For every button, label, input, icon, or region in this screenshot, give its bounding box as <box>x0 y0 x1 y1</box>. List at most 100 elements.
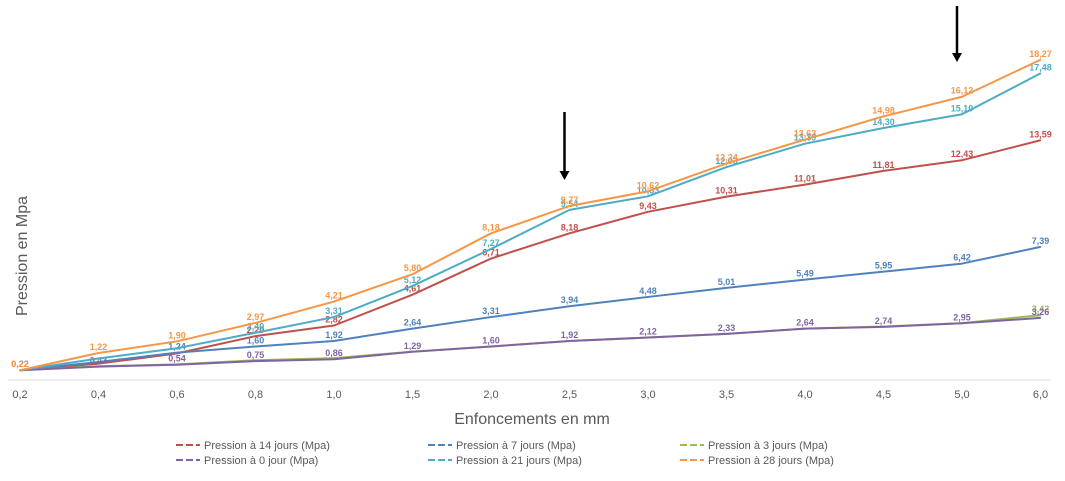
data-label: 2,20 <box>247 325 265 335</box>
legend: Pression à 14 jours (Mpa) Pression à 7 jo… <box>176 440 834 467</box>
data-point <box>568 305 571 308</box>
data-point <box>882 170 885 172</box>
data-label: 10,62 <box>637 180 660 190</box>
data-label: 9,43 <box>639 201 657 211</box>
data-label: 3,31 <box>482 306 500 316</box>
x-tick-label: 1,5 <box>405 389 420 401</box>
data-label: 9,77 <box>561 195 579 205</box>
data-point <box>568 209 571 211</box>
x-axis-title: Enfoncements en mm <box>454 411 610 428</box>
data-point <box>490 316 492 318</box>
x-tick-label: 2,5 <box>562 389 577 401</box>
data-point <box>882 326 885 328</box>
data-label: 0,43 <box>90 356 108 366</box>
data-label: 5,95 <box>875 261 893 271</box>
data-label: 1,24 <box>168 342 186 352</box>
data-label: 2,12 <box>639 327 657 337</box>
x-tick-label: 3,5 <box>719 389 734 401</box>
data-point <box>333 324 335 327</box>
legend-label: Pression à 3 jours (Mpa) <box>708 440 828 452</box>
data-label: 6,42 <box>953 253 971 263</box>
data-point <box>1039 317 1042 319</box>
data-label: 1,60 <box>247 335 265 345</box>
data-label: 2,95 <box>953 312 971 322</box>
data-point <box>490 248 492 250</box>
series-group: 1,24 1,60 1,92 2,64 3,31 3,94 4,48 5,01 5,49 5,95… <box>19 236 1049 372</box>
legend-label: Pression à 7 jours (Mpa) <box>456 440 576 452</box>
data-point <box>961 95 963 98</box>
legend-item: Pression à 14 jours (Mpa) <box>176 440 330 452</box>
data-label: 0,75 <box>247 350 265 360</box>
data-point <box>804 183 806 186</box>
data-point <box>647 296 649 298</box>
data-point <box>647 195 649 198</box>
data-point <box>254 345 257 348</box>
data-point <box>961 113 963 116</box>
series-group: 0,22 1,22 1,90 2,97 4,21 5,80 8,18 9,77 10,62 12,… <box>11 49 1052 372</box>
legend-item: Pression à 3 jours (Mpa) <box>680 440 828 452</box>
arrow-head <box>952 53 962 62</box>
data-label: 1,92 <box>561 330 579 340</box>
data-point <box>804 138 806 141</box>
data-label: 8,18 <box>561 222 579 232</box>
data-label: 5,49 <box>796 269 814 279</box>
data-point <box>961 262 963 265</box>
data-point <box>333 300 335 303</box>
data-point <box>804 278 806 281</box>
data-point <box>490 257 492 260</box>
data-point <box>490 232 492 235</box>
data-point <box>961 159 963 162</box>
data-point <box>254 331 257 334</box>
x-tick-label: 5,0 <box>954 389 969 401</box>
data-point <box>411 285 414 287</box>
data-point <box>97 357 100 360</box>
x-tick-label: 2,0 <box>483 389 498 401</box>
data-label: 10,31 <box>715 186 738 196</box>
data-point <box>725 333 728 335</box>
data-label: 1,90 <box>168 330 186 340</box>
data-label: 11,01 <box>794 174 816 184</box>
plot-area: 2,20 2,82 4,61 6,71 8,18 9,43 10,31 11,01 11,81 1… <box>11 49 1052 372</box>
x-tick-label: 4,5 <box>876 389 891 401</box>
annotation-arrows <box>559 6 962 180</box>
data-point <box>568 340 571 342</box>
data-label: 3,42 <box>1032 304 1050 314</box>
series-line <box>19 58 1041 372</box>
data-point <box>568 232 571 235</box>
legend-item: Pression à 28 jours (Mpa) <box>680 455 834 467</box>
x-tick-label: 1,0 <box>326 389 341 401</box>
data-label: 15,10 <box>951 103 974 113</box>
data-label: 2,64 <box>796 318 814 328</box>
data-point <box>647 336 649 339</box>
data-point <box>647 190 649 193</box>
data-label: 3,94 <box>561 295 579 305</box>
data-point <box>176 340 178 343</box>
legend-item: Pression à 21 jours (Mpa) <box>428 455 582 467</box>
data-label: 2,97 <box>247 312 265 322</box>
data-label: 4,48 <box>639 286 657 296</box>
data-label: 12,03 <box>715 156 738 166</box>
data-label: 3,26 <box>1032 307 1050 317</box>
data-point <box>725 166 728 168</box>
data-point <box>97 362 100 365</box>
data-point <box>411 351 414 353</box>
data-label: 16,12 <box>951 86 974 96</box>
legend-label: Pression à 21 jours (Mpa) <box>456 455 582 467</box>
legend-label: Pression à 0 jour (Mpa) <box>204 455 318 467</box>
arrow-head <box>559 171 570 180</box>
data-label: 0,22 <box>11 359 29 369</box>
data-label: 0,22 <box>11 359 29 369</box>
series-line <box>19 72 1041 372</box>
data-point <box>882 115 885 118</box>
data-label: 13,59 <box>1029 129 1052 139</box>
data-label: 14,98 <box>872 105 895 115</box>
data-label: 0,86 <box>325 348 343 358</box>
data-label: 4,21 <box>325 291 343 301</box>
series-line <box>19 245 1041 372</box>
series-group: 2,403,315,127,279,5410,3312,0313,3914,30… <box>19 62 1052 372</box>
legend-item: Pression à 7 jours (Mpa) <box>428 440 576 452</box>
data-point <box>97 365 100 368</box>
data-point <box>97 352 100 354</box>
